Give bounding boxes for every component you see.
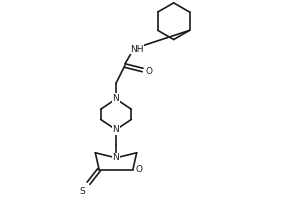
Text: N: N [112,125,119,134]
Text: O: O [136,165,143,174]
Text: N: N [112,153,119,162]
Text: N: N [112,94,119,103]
Text: O: O [145,67,152,76]
Text: S: S [80,187,86,196]
Text: N: N [112,94,119,103]
Text: NH: NH [130,45,143,54]
